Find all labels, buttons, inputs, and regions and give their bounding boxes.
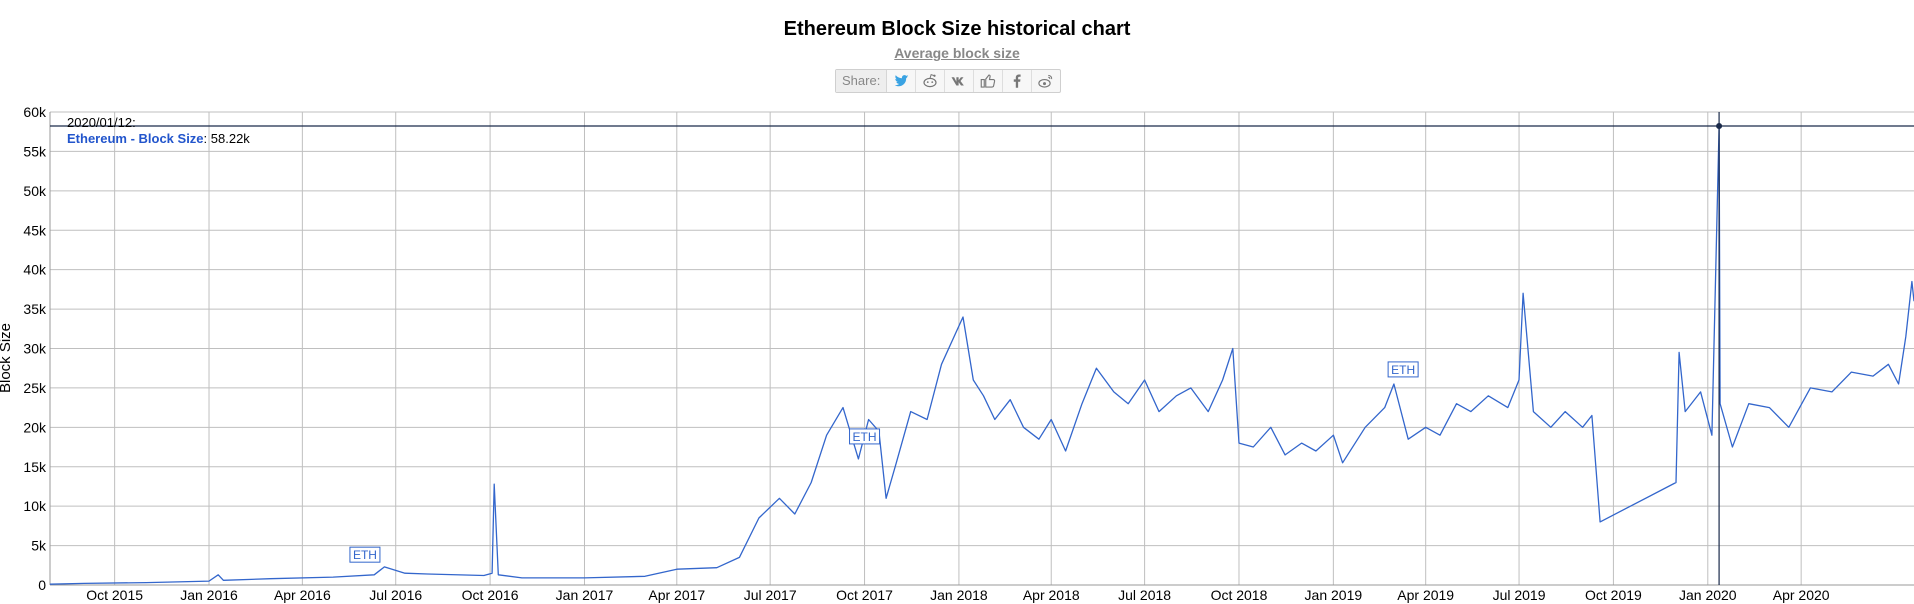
x-tick-label: Jan 2018 bbox=[930, 587, 988, 603]
facebook-icon bbox=[1014, 74, 1021, 88]
y-tick-label: 45k bbox=[23, 222, 47, 238]
y-tick-label: 50k bbox=[23, 183, 47, 199]
annotation-box bbox=[349, 546, 381, 563]
x-tick-label: Oct 2016 bbox=[462, 587, 519, 603]
x-tick-label: Jan 2019 bbox=[1305, 587, 1363, 603]
chart-grid bbox=[49, 111, 1914, 586]
x-tick-label: Oct 2018 bbox=[1211, 587, 1268, 603]
y-tick-label: 25k bbox=[23, 380, 47, 396]
like-icon bbox=[981, 74, 996, 88]
reddit-icon bbox=[923, 74, 937, 88]
twitter-share-button[interactable] bbox=[887, 70, 917, 92]
y-tick-label: 5k bbox=[31, 538, 47, 554]
annotation-label: ETH bbox=[1391, 363, 1415, 377]
x-tick-label: Apr 2020 bbox=[1773, 587, 1830, 603]
y-tick-label: 10k bbox=[23, 498, 47, 514]
reddit-share-button[interactable] bbox=[916, 70, 946, 92]
annotation-box bbox=[849, 428, 881, 445]
share-label: Share: bbox=[836, 70, 888, 92]
x-tick-label: Apr 2016 bbox=[274, 587, 331, 603]
annotations: ETH ETH ETH bbox=[349, 361, 1419, 563]
annotation-label: ETH bbox=[853, 430, 877, 444]
annotation-label: ETH bbox=[353, 548, 377, 562]
y-tick-label: 55k bbox=[23, 143, 47, 159]
annotation-flag[interactable]: ETH bbox=[849, 428, 881, 445]
x-tick-label: Apr 2017 bbox=[648, 587, 705, 603]
y-tick-label: 15k bbox=[23, 459, 47, 475]
weibo-icon bbox=[1038, 74, 1053, 88]
twitter-icon bbox=[895, 75, 909, 87]
x-tick-label: Oct 2015 bbox=[86, 587, 143, 603]
y-tick-label: 30k bbox=[23, 341, 47, 357]
share-bar: Share: bbox=[835, 69, 1062, 93]
y-tick-label: 60k bbox=[23, 104, 47, 120]
y-tick-label: 40k bbox=[23, 262, 47, 278]
x-tick-label: Jul 2017 bbox=[744, 587, 797, 603]
x-tick-label: Jul 2019 bbox=[1493, 587, 1546, 603]
x-tick-label: Jan 2020 bbox=[1679, 587, 1737, 603]
x-tick-label: Jul 2018 bbox=[1118, 587, 1171, 603]
x-tick-label: Jan 2017 bbox=[556, 587, 614, 603]
annotation-flag[interactable]: ETH bbox=[1387, 361, 1419, 378]
y-tick-label: 35k bbox=[23, 301, 47, 317]
plot-area bbox=[49, 125, 1914, 585]
tooltip-series-line: Ethereum - Block Size: 58.22k bbox=[67, 131, 250, 146]
facebook-share-button[interactable] bbox=[1003, 70, 1033, 92]
annotation-flag[interactable]: ETH bbox=[349, 546, 381, 563]
like-share-button[interactable] bbox=[974, 70, 1004, 92]
tooltip-date: 2020/01/12: bbox=[67, 115, 136, 130]
y-axis-label: Block Size bbox=[0, 323, 14, 393]
series-line bbox=[49, 125, 1914, 585]
y-tick-label: 20k bbox=[23, 419, 47, 435]
vk-share-button[interactable] bbox=[945, 70, 975, 92]
x-tick-label: Jul 2016 bbox=[369, 587, 422, 603]
x-tick-label: Apr 2019 bbox=[1397, 587, 1454, 603]
y-tick-label: 0 bbox=[38, 577, 46, 593]
tooltip: 2020/01/12: Ethereum - Block Size: 58.22… bbox=[67, 115, 250, 146]
crosshair-point bbox=[1716, 123, 1723, 130]
weibo-share-button[interactable] bbox=[1032, 70, 1060, 92]
tooltip-value: : 58.22k bbox=[204, 131, 251, 146]
x-tick-label: Apr 2018 bbox=[1023, 587, 1080, 603]
x-tick-label: Oct 2017 bbox=[836, 587, 893, 603]
vk-icon bbox=[951, 77, 965, 86]
chart-subtitle[interactable]: Average block size bbox=[894, 45, 1020, 61]
x-axis: Oct 2015 Jan 2016 Apr 2016 Jul 2016 Oct 2016… bbox=[86, 587, 1830, 603]
x-tick-label: Jan 2016 bbox=[180, 587, 238, 603]
x-tick-label: Oct 2019 bbox=[1585, 587, 1642, 603]
y-axis: 0 5k 10k 15k 20k 25k 30k 35k 40k 45k 50k 55k 60k bbox=[23, 104, 47, 593]
chart-title: Ethereum Block Size historical chart bbox=[783, 18, 1131, 40]
crosshair bbox=[50, 112, 1914, 585]
tooltip-series: Ethereum - Block Size bbox=[67, 131, 204, 146]
annotation-box bbox=[1387, 361, 1419, 378]
